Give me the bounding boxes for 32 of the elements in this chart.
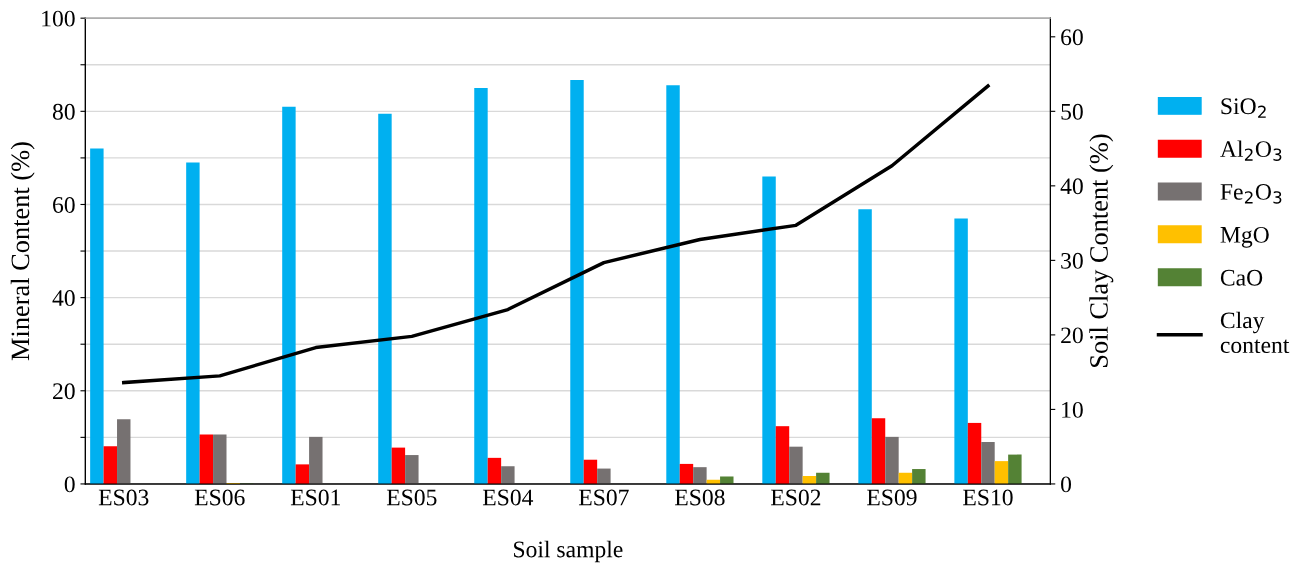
- y-tick-label: 80: [52, 103, 75, 120]
- y2-tick-label: 20: [1061, 327, 1083, 344]
- x-tick-label: ES08: [675, 489, 725, 506]
- x-tick-label: ES06: [194, 489, 245, 506]
- y-axis-title: Mineral Content (%): [10, 142, 35, 361]
- legend-label: Clay content: [1220, 311, 1290, 354]
- x-axis-title: Soil sample: [514, 540, 623, 563]
- x-tick-label: ES09: [867, 489, 917, 506]
- y-tick-label: 20: [53, 383, 75, 400]
- x-tick-label: ES01: [290, 489, 340, 506]
- legend-label: MgO: [1220, 226, 1269, 248]
- x-tick-label: ES02: [771, 489, 821, 506]
- y2-tick-label: 30: [1061, 252, 1083, 269]
- legend-label: CaO: [1220, 269, 1263, 286]
- y-tick-label: 0: [64, 476, 75, 493]
- y2-tick-label: 50: [1061, 103, 1083, 120]
- x-tick-label: ES07: [578, 489, 629, 506]
- y2-tick-label: 10: [1062, 401, 1083, 418]
- x-tick-label: ES03: [98, 489, 149, 506]
- y-tick-label: 40: [52, 290, 75, 307]
- legend-label: Fe$_{2}$O$_{3}$: [1220, 183, 1282, 204]
- x-tick-label: ES04: [482, 489, 534, 506]
- y-tick-label: 60: [53, 196, 75, 213]
- y2-axis-title: Soil Clay Content (%): [1089, 134, 1114, 367]
- x-tick-label: ES10: [963, 489, 1013, 506]
- legend-label: SiO$_{2}$: [1221, 98, 1266, 118]
- legend-label: Al$_{2}$O$_{3}$: [1220, 140, 1282, 161]
- y2-tick-label: 40: [1060, 178, 1083, 195]
- y2-tick-label: 60: [1061, 29, 1083, 46]
- y2-tick-label: 0: [1061, 476, 1072, 493]
- y-tick-label: 100: [42, 10, 75, 27]
- x-tick-label: ES05: [386, 489, 437, 506]
